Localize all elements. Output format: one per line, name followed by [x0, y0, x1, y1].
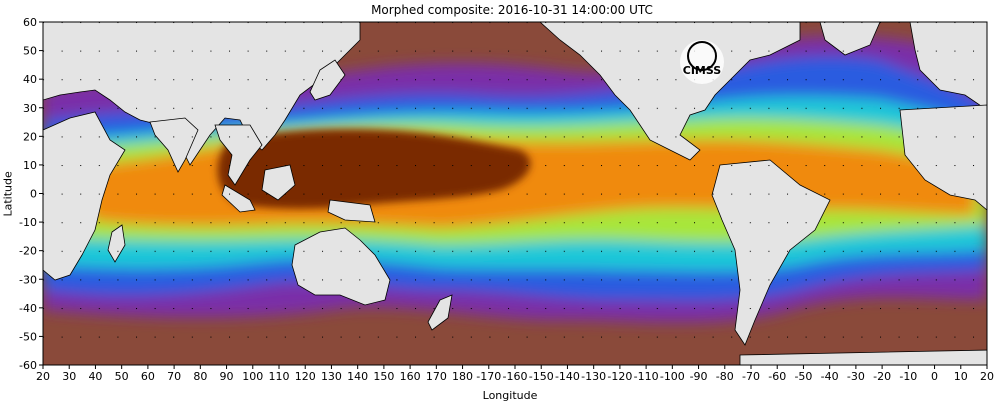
y-tick-label: 30 [23, 102, 37, 115]
x-tick-label: 160 [400, 370, 421, 383]
x-tick-label: -110 [634, 370, 659, 383]
x-tick-label: -170 [476, 370, 501, 383]
x-tick-label: 120 [295, 370, 316, 383]
x-tick-label: 150 [373, 370, 394, 383]
y-axis: 60 50 40 30 20 10 0 -10 -20 -30 -40 -50 -60 [19, 16, 43, 372]
x-tick-label: 140 [347, 370, 368, 383]
x-tick-label: -60 [768, 370, 786, 383]
x-tick-label: 180 [452, 370, 473, 383]
y-tick-label: 10 [23, 159, 37, 172]
x-tick-label: -160 [503, 370, 528, 383]
x-tick-label: 30 [62, 370, 76, 383]
x-tick-label: 70 [167, 370, 181, 383]
y-tick-label: 40 [23, 73, 37, 86]
x-tick-label: 170 [426, 370, 447, 383]
plot-area [43, 22, 987, 365]
x-tick-label: 50 [115, 370, 129, 383]
x-tick-label: -20 [873, 370, 891, 383]
graticule-dot-grid [43, 22, 987, 365]
x-tick-label: -120 [607, 370, 632, 383]
x-tick-label: 40 [88, 370, 102, 383]
x-tick-label: 20 [980, 370, 994, 383]
x-tick-label: -70 [742, 370, 760, 383]
cimss-logo: CIMSS [680, 40, 724, 84]
x-tick-label: -140 [555, 370, 580, 383]
logo-text: CIMSS [683, 64, 722, 77]
x-tick-label: 20 [36, 370, 50, 383]
x-tick-label: 100 [242, 370, 263, 383]
x-tick-label: -90 [690, 370, 708, 383]
y-tick-label: -60 [19, 359, 37, 372]
y-tick-label: -20 [19, 245, 37, 258]
y-tick-label: 60 [23, 16, 37, 29]
x-tick-label: 60 [141, 370, 155, 383]
x-tick-label: 0 [931, 370, 938, 383]
x-tick-label: -30 [847, 370, 865, 383]
x-tick-label: -40 [821, 370, 839, 383]
x-tick-label: 110 [269, 370, 290, 383]
x-tick-label: -150 [529, 370, 554, 383]
x-axis-label: Longitude [482, 389, 538, 402]
y-tick-label: 50 [23, 45, 37, 58]
x-tick-label: 130 [321, 370, 342, 383]
x-tick-label: -100 [660, 370, 685, 383]
logo-satellite-icon [687, 41, 717, 71]
x-tick-label: -130 [581, 370, 606, 383]
y-tick-label: -10 [19, 216, 37, 229]
logo-disc [680, 40, 724, 84]
x-tick-label: -80 [716, 370, 734, 383]
y-tick-label: -50 [19, 330, 37, 343]
x-tick-label: -10 [899, 370, 917, 383]
map-title: Morphed composite: 2016-10-31 14:00:00 U… [371, 3, 653, 17]
y-tick-label: 20 [23, 130, 37, 143]
y-tick-label: -30 [19, 273, 37, 286]
y-tick-label: -40 [19, 302, 37, 315]
x-tick-label: -50 [794, 370, 812, 383]
y-tick-label: 0 [30, 188, 37, 201]
x-axis: 20 30 40 50 60 70 80 90 100 110 120 130 140 150 160 170… [36, 365, 994, 383]
x-tick-label: 80 [193, 370, 207, 383]
x-tick-label: 10 [954, 370, 968, 383]
x-tick-label: 90 [220, 370, 234, 383]
